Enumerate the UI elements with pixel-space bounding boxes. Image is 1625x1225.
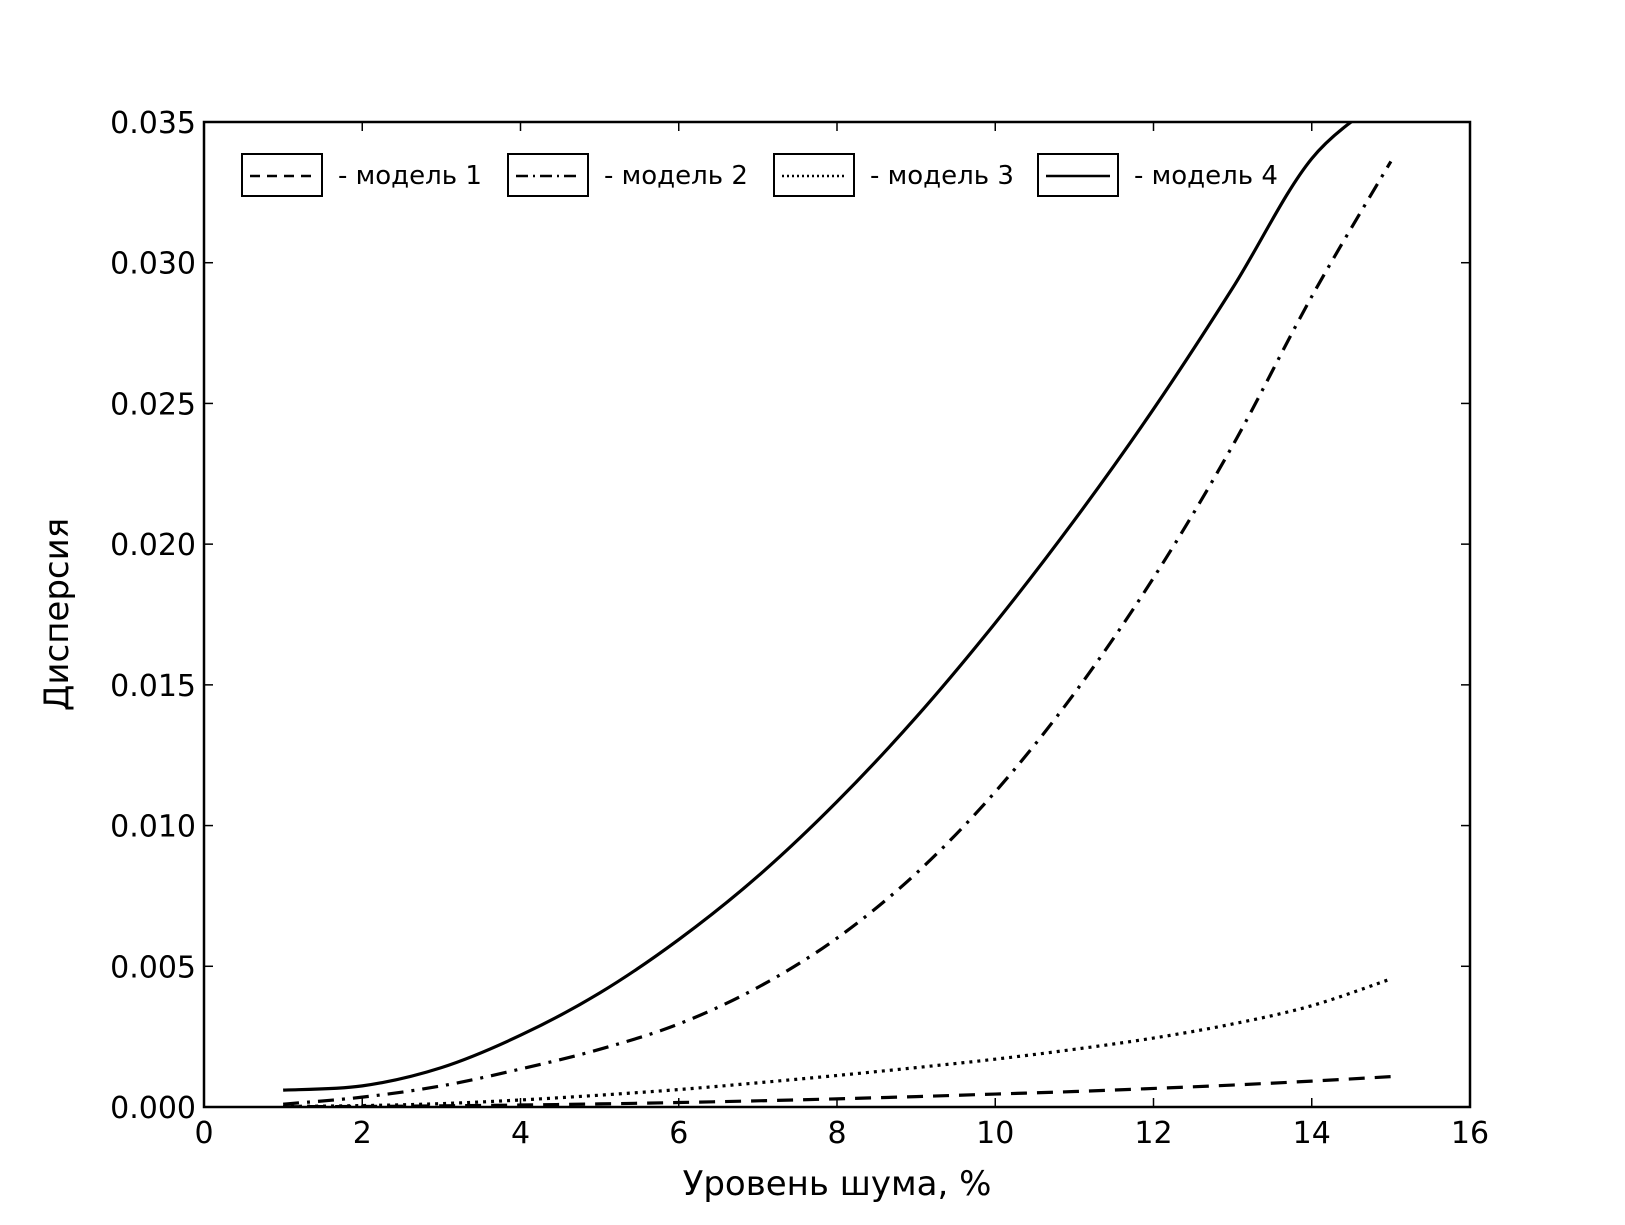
series-line-model-4: [283, 122, 1354, 1092]
y-tick-label: 0.005: [110, 950, 196, 985]
y-tick-label: 0.015: [110, 669, 196, 704]
legend-item-model-2: - модель 2: [507, 153, 748, 197]
legend-label: - модель 3: [870, 161, 1014, 191]
y-tick-label: 0.035: [110, 106, 196, 141]
x-tick-label: 16: [1451, 1116, 1489, 1151]
y-tick-label: 0.030: [110, 247, 196, 282]
legend-item-model-1: - модель 1: [241, 153, 482, 197]
y-tick-label: 0.025: [110, 387, 196, 422]
y-tick-label: 0.000: [110, 1091, 196, 1126]
x-tick-label: 4: [511, 1116, 530, 1151]
y-tick-label: 0.010: [110, 810, 196, 845]
plot-area: [202, 120, 1472, 1109]
x-tick-label: 14: [1293, 1116, 1331, 1151]
legend-item-model-3: - модель 3: [773, 153, 1014, 197]
y-tick-label: 0.020: [110, 528, 196, 563]
x-tick-label: 12: [1134, 1116, 1172, 1151]
legend-label: - модель 2: [604, 161, 748, 191]
legend-item-model-4: - модель 4: [1037, 153, 1278, 197]
x-tick-label: 0: [194, 1116, 213, 1151]
x-axis: 0 2 4 6 8 10 12 14 16: [194, 122, 1489, 1151]
y-axis: 0.000 0.005 0.010 0.015 0.020 0.025 0.030 0.035: [110, 106, 1470, 1126]
x-axis-label: Уровень шума, %: [683, 1164, 992, 1204]
series-line-model-3: [283, 977, 1392, 1107]
legend-label: - модель 4: [1134, 161, 1278, 191]
x-tick-label: 2: [353, 1116, 372, 1151]
plot-frame: [202, 120, 1472, 1109]
x-tick-label: 8: [827, 1116, 846, 1151]
legend-label: - модель 1: [338, 161, 482, 191]
series-line-model-2: [282, 160, 1393, 1106]
x-tick-label: 10: [976, 1116, 1014, 1151]
x-tick-label: 6: [669, 1116, 688, 1151]
legend: - модель 1 - модель 2 - модель 3 - модель 4: [241, 153, 1278, 197]
series-layer: [282, 122, 1393, 1107]
series-line-model-1: [283, 1075, 1391, 1107]
y-axis-label: Дисперсия: [37, 518, 77, 711]
